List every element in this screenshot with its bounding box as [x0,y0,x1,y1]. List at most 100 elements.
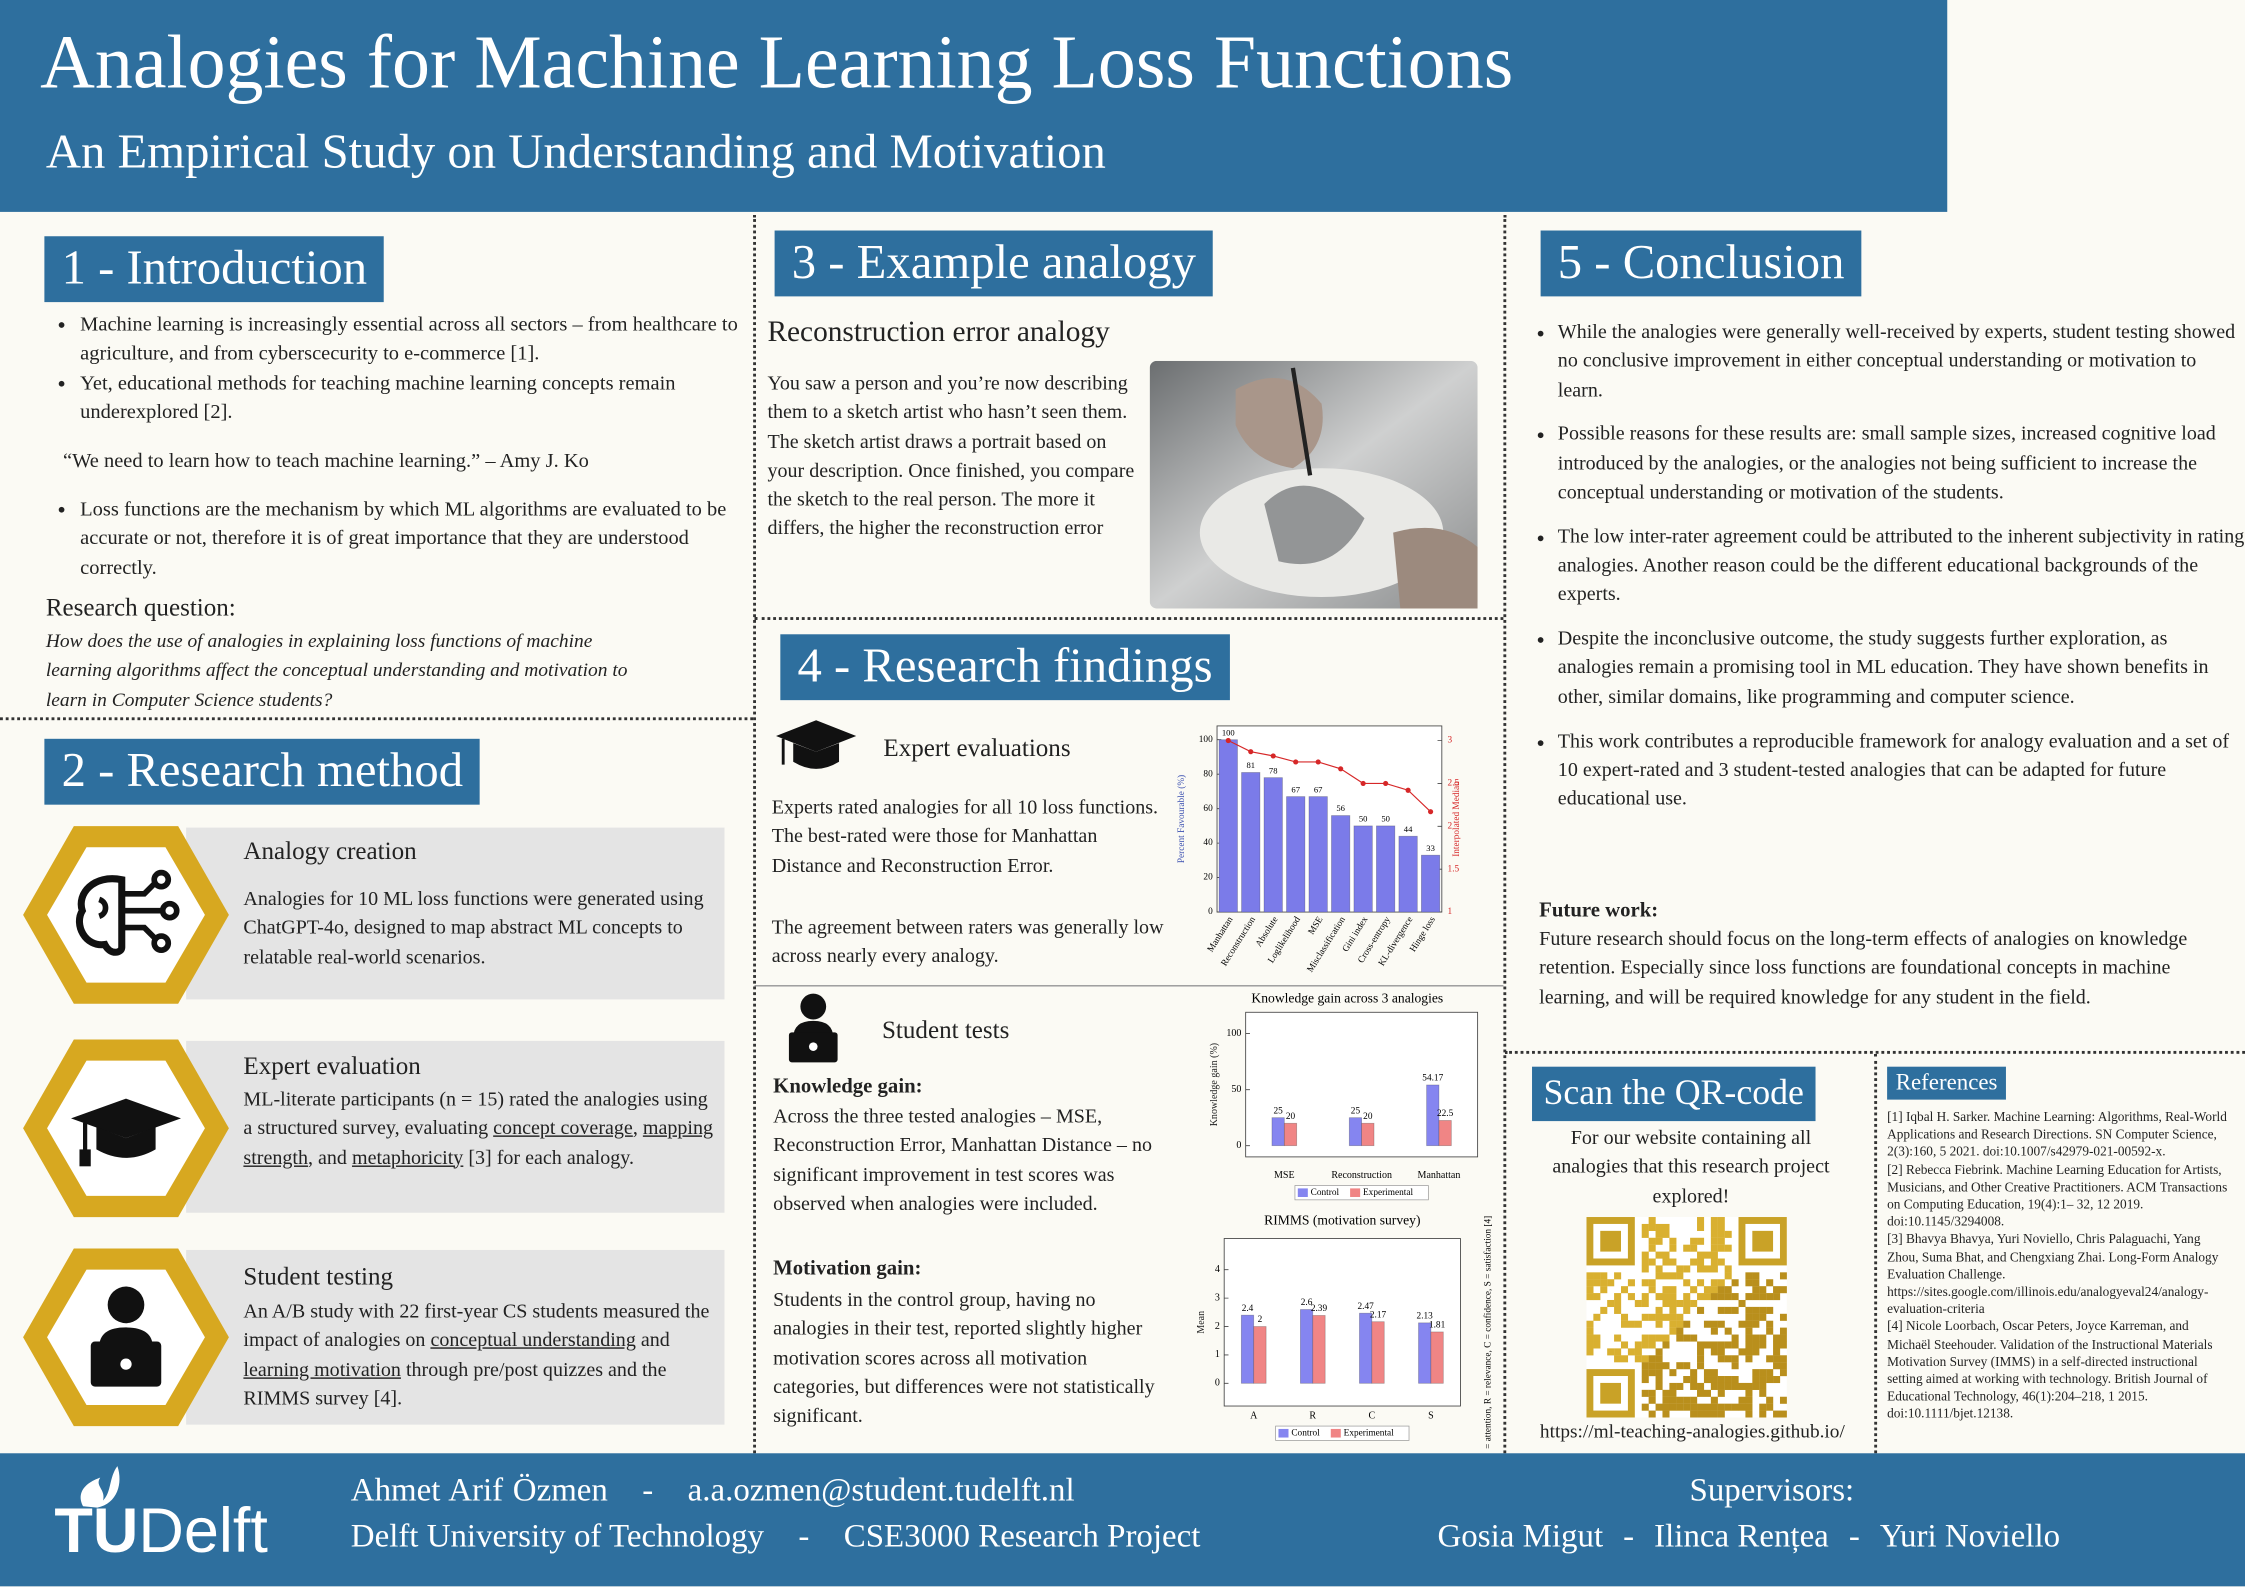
qr-cell [1669,1286,1677,1294]
qr-cell [1779,1355,1787,1363]
qr-cell [1655,1376,1663,1384]
qr-cell [1717,1410,1725,1418]
qr-cell [1710,1230,1718,1238]
qr-cell [1773,1376,1781,1384]
legend-label: Control [1311,1188,1340,1198]
decoration [97,896,109,920]
y-axis-label: Mean [1196,1311,1207,1334]
qr-cell [1752,1272,1760,1280]
hand [1235,377,1323,469]
data-label: 2.39 [1311,1304,1328,1314]
qr-cell [1690,1376,1698,1384]
qr-cell [1683,1293,1691,1301]
qr-cell [1627,1320,1635,1328]
data-label: 78 [1269,765,1278,775]
qr-cell [1745,1293,1753,1301]
qr-cell [1710,1251,1718,1259]
pencil [1290,367,1313,476]
text: , and [307,1147,352,1170]
qr-cell [1669,1327,1677,1335]
legend-label: Experimental [1363,1188,1413,1198]
y-tick-label: 1 [1215,1349,1220,1360]
qr-cell [1752,1313,1760,1321]
qr-cell [1703,1369,1711,1377]
qr-cell [1648,1410,1656,1418]
qr-cell [1641,1355,1649,1363]
qr-cell [1600,1279,1608,1287]
qr-cell [1703,1410,1711,1418]
qr-cell [1634,1341,1642,1349]
qr-cell [1662,1223,1670,1231]
point [1248,749,1254,755]
qr-cell [1648,1223,1656,1231]
qr-cell [1710,1376,1718,1384]
qr-cell [1655,1272,1663,1280]
qr-cell [1724,1355,1732,1363]
paragraph: Across the three tested analogies – MSE,… [773,1106,1153,1216]
qr-cell [1669,1313,1677,1321]
bar [1286,796,1306,913]
divider [0,717,754,721]
title: Analogies for Machine Learning Loss Func… [40,21,1514,105]
qr-cell [1759,1334,1767,1342]
qr-cell [1745,1272,1753,1280]
photo [1149,360,1478,609]
sketch [1264,485,1365,565]
bar [1430,1331,1444,1384]
qr-cell [1731,1403,1739,1411]
qr-cell [1607,1348,1615,1356]
qr-cell [1766,1327,1774,1335]
qr-cell [1676,1403,1684,1411]
qr-cell [1690,1299,1698,1308]
qr-cell [1724,1265,1732,1273]
data-label: 50 [1359,814,1368,824]
qr-cell [1697,1306,1705,1314]
qr-cell [1710,1396,1718,1404]
qr-cell [1655,1230,1663,1238]
line [1228,739,1431,813]
qr-cell [1648,1362,1656,1370]
legend-box [1294,1185,1429,1201]
qr-cell [1641,1369,1649,1377]
qr-cell [1690,1410,1698,1418]
qr-cell [1697,1382,1705,1390]
qr-cell [1738,1348,1746,1356]
qr-cell [1773,1286,1781,1294]
qr-cell [1710,1244,1718,1252]
qr-cell [1648,1313,1656,1321]
point [1360,780,1366,786]
qr-cell [1593,1313,1601,1321]
qr-cell [1648,1389,1656,1397]
qr-cell [1648,1334,1656,1342]
qr-cell [1703,1376,1711,1384]
qr-cell [1648,1341,1656,1349]
bar [1312,1315,1326,1384]
data-label: 67 [1291,784,1300,794]
qr-cell [1690,1334,1698,1342]
qr-cell [1731,1293,1739,1301]
qr-cell [1614,1355,1622,1363]
bar [1241,772,1261,913]
qr-cell [1717,1230,1725,1238]
reference: [4] Nicole Loorbach, Oscar Peters, Joyce… [1887,1320,2213,1423]
label: Motivation gain: [773,1257,922,1281]
x-tick-label: Manhattan [1418,1170,1461,1181]
qr-cell [1669,1369,1677,1377]
legend-box [1275,1425,1410,1441]
laptop-logo [120,1358,132,1370]
qr-cell [1634,1355,1642,1363]
university: Delft University of Technology [350,1517,765,1554]
point [1293,759,1299,765]
data-label: 1.81 [1429,1321,1446,1331]
qr-cell [1641,1341,1649,1349]
qr-cell [1690,1286,1698,1294]
qr-cell [1710,1223,1718,1231]
text: metaphoricity [351,1147,464,1170]
url: https://ml-teaching-analogies.github.io/ [1539,1420,1845,1442]
qr-cell [1620,1355,1629,1363]
knowledge-chart: 0 50 100 MSE Reconstruction Manhattan 25 25 54.1… [1209,991,1479,1201]
qr-cell [1759,1369,1767,1377]
qr-cell [1676,1327,1684,1335]
qr-cell [1766,1355,1774,1363]
